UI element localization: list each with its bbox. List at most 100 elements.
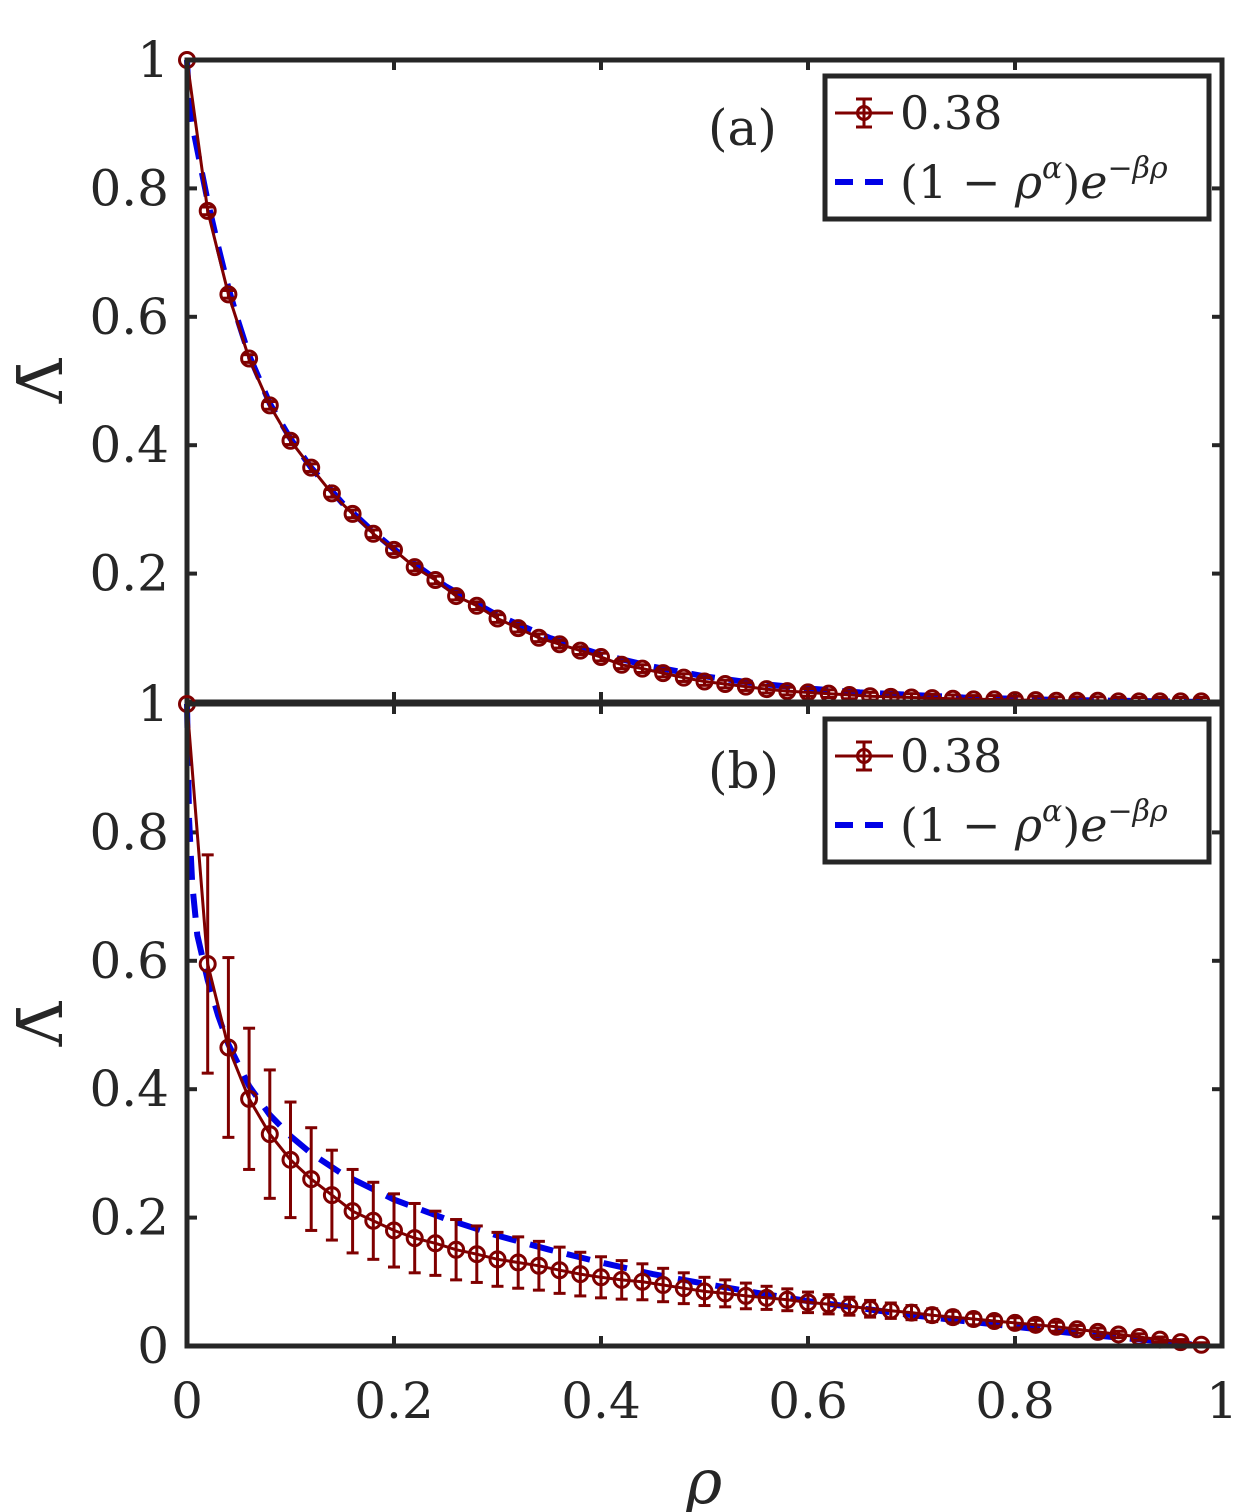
data-point-marker (447, 1240, 466, 1259)
data-point-marker (943, 1308, 962, 1327)
data-point-marker (405, 1229, 424, 1248)
data-point-marker (964, 1310, 983, 1329)
data-series-line (185, 703, 1202, 1347)
data-point-marker (467, 596, 486, 615)
data-point-marker (550, 1261, 569, 1280)
data-point-marker (364, 1211, 383, 1230)
data-point-marker (633, 659, 652, 678)
data-point-marker (1109, 1325, 1128, 1344)
data-point-marker (612, 1270, 631, 1289)
data-point-marker (219, 1038, 238, 1057)
data-point-marker (488, 609, 507, 628)
x-tick-label: 0.6 (768, 1372, 848, 1430)
panel-a-legend-box (822, 73, 1212, 222)
data-point-marker (488, 1250, 507, 1269)
x-tick-labels: 0 0.2 0.4 0.6 0.8 1 (171, 1372, 1238, 1430)
data-point-marker (778, 682, 797, 701)
data-point-marker (281, 1150, 300, 1169)
x-tick-label: 1 (1206, 1372, 1238, 1430)
data-point-marker (343, 1202, 362, 1221)
data-point-marker (198, 201, 217, 220)
data-point-marker (674, 1279, 693, 1298)
data-point-marker (322, 1186, 341, 1205)
data-point-marker (654, 1276, 673, 1295)
data-point-marker (840, 1297, 859, 1316)
y-tick-label: 0.4 (89, 416, 169, 474)
x-tick-label: 0.4 (561, 1372, 641, 1430)
data-point-marker (1047, 1317, 1066, 1336)
data-point-marker (736, 1286, 755, 1305)
panel-b-legend-fit-label: (1 − ρα)e−βρ (900, 794, 1168, 852)
data-point-marker (240, 349, 259, 368)
panel-b-legend: 0.38 (1 − ρα)e−βρ (822, 716, 1212, 865)
panel-a-legend-fit-label: (1 − ρα)e−βρ (900, 151, 1168, 209)
data-point-marker (799, 1293, 817, 1312)
data-point-marker (385, 540, 403, 559)
data-point-marker (674, 668, 693, 687)
data-point-marker (447, 587, 466, 606)
panel-a-legend: 0.38 (1 − ρα)e−βρ (822, 73, 1212, 222)
data-point-marker (260, 1125, 279, 1144)
data-point-marker (592, 1268, 610, 1287)
data-point-marker (529, 1256, 548, 1275)
data-point-marker (571, 1265, 590, 1284)
y-tick-label: 0 (137, 1317, 169, 1375)
data-point-marker (757, 1288, 776, 1307)
data-point-marker (260, 396, 279, 415)
panel-a-label: (a) (708, 99, 777, 157)
data-point-marker (881, 1301, 900, 1320)
data-point-marker (426, 1234, 445, 1253)
panel-b-data-series (178, 695, 1211, 1354)
x-tick-label: 0.8 (975, 1372, 1055, 1430)
panel-b-label: (b) (708, 742, 779, 800)
data-point-marker (1088, 1322, 1107, 1341)
data-point-marker (550, 635, 569, 654)
data-point-marker (467, 1245, 486, 1264)
x-axis-label: ρ (685, 1445, 722, 1512)
data-point-marker (405, 558, 424, 577)
data-point-marker (695, 672, 714, 691)
data-point-marker (778, 1290, 797, 1309)
data-point-marker (757, 680, 776, 699)
data-point-marker (1171, 1333, 1190, 1352)
data-point-marker (302, 1170, 321, 1189)
panel-b-axes-box (184, 701, 1225, 1349)
data-point-marker (343, 504, 362, 523)
panel-a-legend-data-swatch (835, 97, 893, 129)
y-tick-label: 0.6 (89, 932, 169, 990)
panel-b-legend-data-swatch (835, 740, 893, 772)
data-point-marker (695, 1282, 714, 1301)
data-point-marker (736, 677, 755, 696)
data-point-marker (592, 648, 610, 667)
data-point-marker (281, 431, 300, 450)
data-point-marker (923, 1306, 942, 1325)
data-point-marker (902, 1303, 921, 1322)
x-tick-label: 0.2 (354, 1372, 434, 1430)
data-point-marker (529, 628, 548, 647)
data-point-marker (364, 524, 383, 543)
data-point-marker (861, 1299, 880, 1318)
data-point-marker (985, 1311, 1004, 1330)
panel-a: 0.2 0.4 0.6 0.8 1 (a) Λ̄ 0.38 (1 − ρα)e−βρ (4, 31, 1225, 711)
panel-a-legend-data-label: 0.38 (900, 86, 1002, 140)
data-point-marker (1006, 1313, 1024, 1332)
data-point-marker (633, 1272, 652, 1291)
data-point-marker (509, 619, 528, 638)
data-point-marker (654, 664, 673, 683)
y-tick-label: 0.4 (89, 1060, 169, 1118)
data-point-marker (509, 1253, 528, 1272)
data-point-marker (571, 641, 590, 660)
panel-a-y-axis-label: Λ̄ (4, 357, 77, 404)
panel-b-y-tick-labels: 0 0.2 0.4 0.6 0.8 1 (89, 675, 169, 1375)
data-point-marker (426, 571, 445, 590)
data-point-marker (198, 955, 217, 974)
y-tick-label: 0.8 (89, 803, 169, 861)
x-tick-label: 0 (171, 1372, 203, 1430)
y-tick-label: 0.2 (89, 545, 169, 603)
panel-b: 0 0.2 0.4 0.6 0.8 1 0 0.2 0.4 0.6 0.8 1 (b) Λ̄ ρ 0… (4, 675, 1238, 1512)
y-tick-label: 1 (137, 675, 169, 733)
y-tick-label: 0.6 (89, 288, 169, 346)
data-point-marker (716, 1284, 735, 1303)
y-tick-label: 0.8 (89, 159, 169, 217)
